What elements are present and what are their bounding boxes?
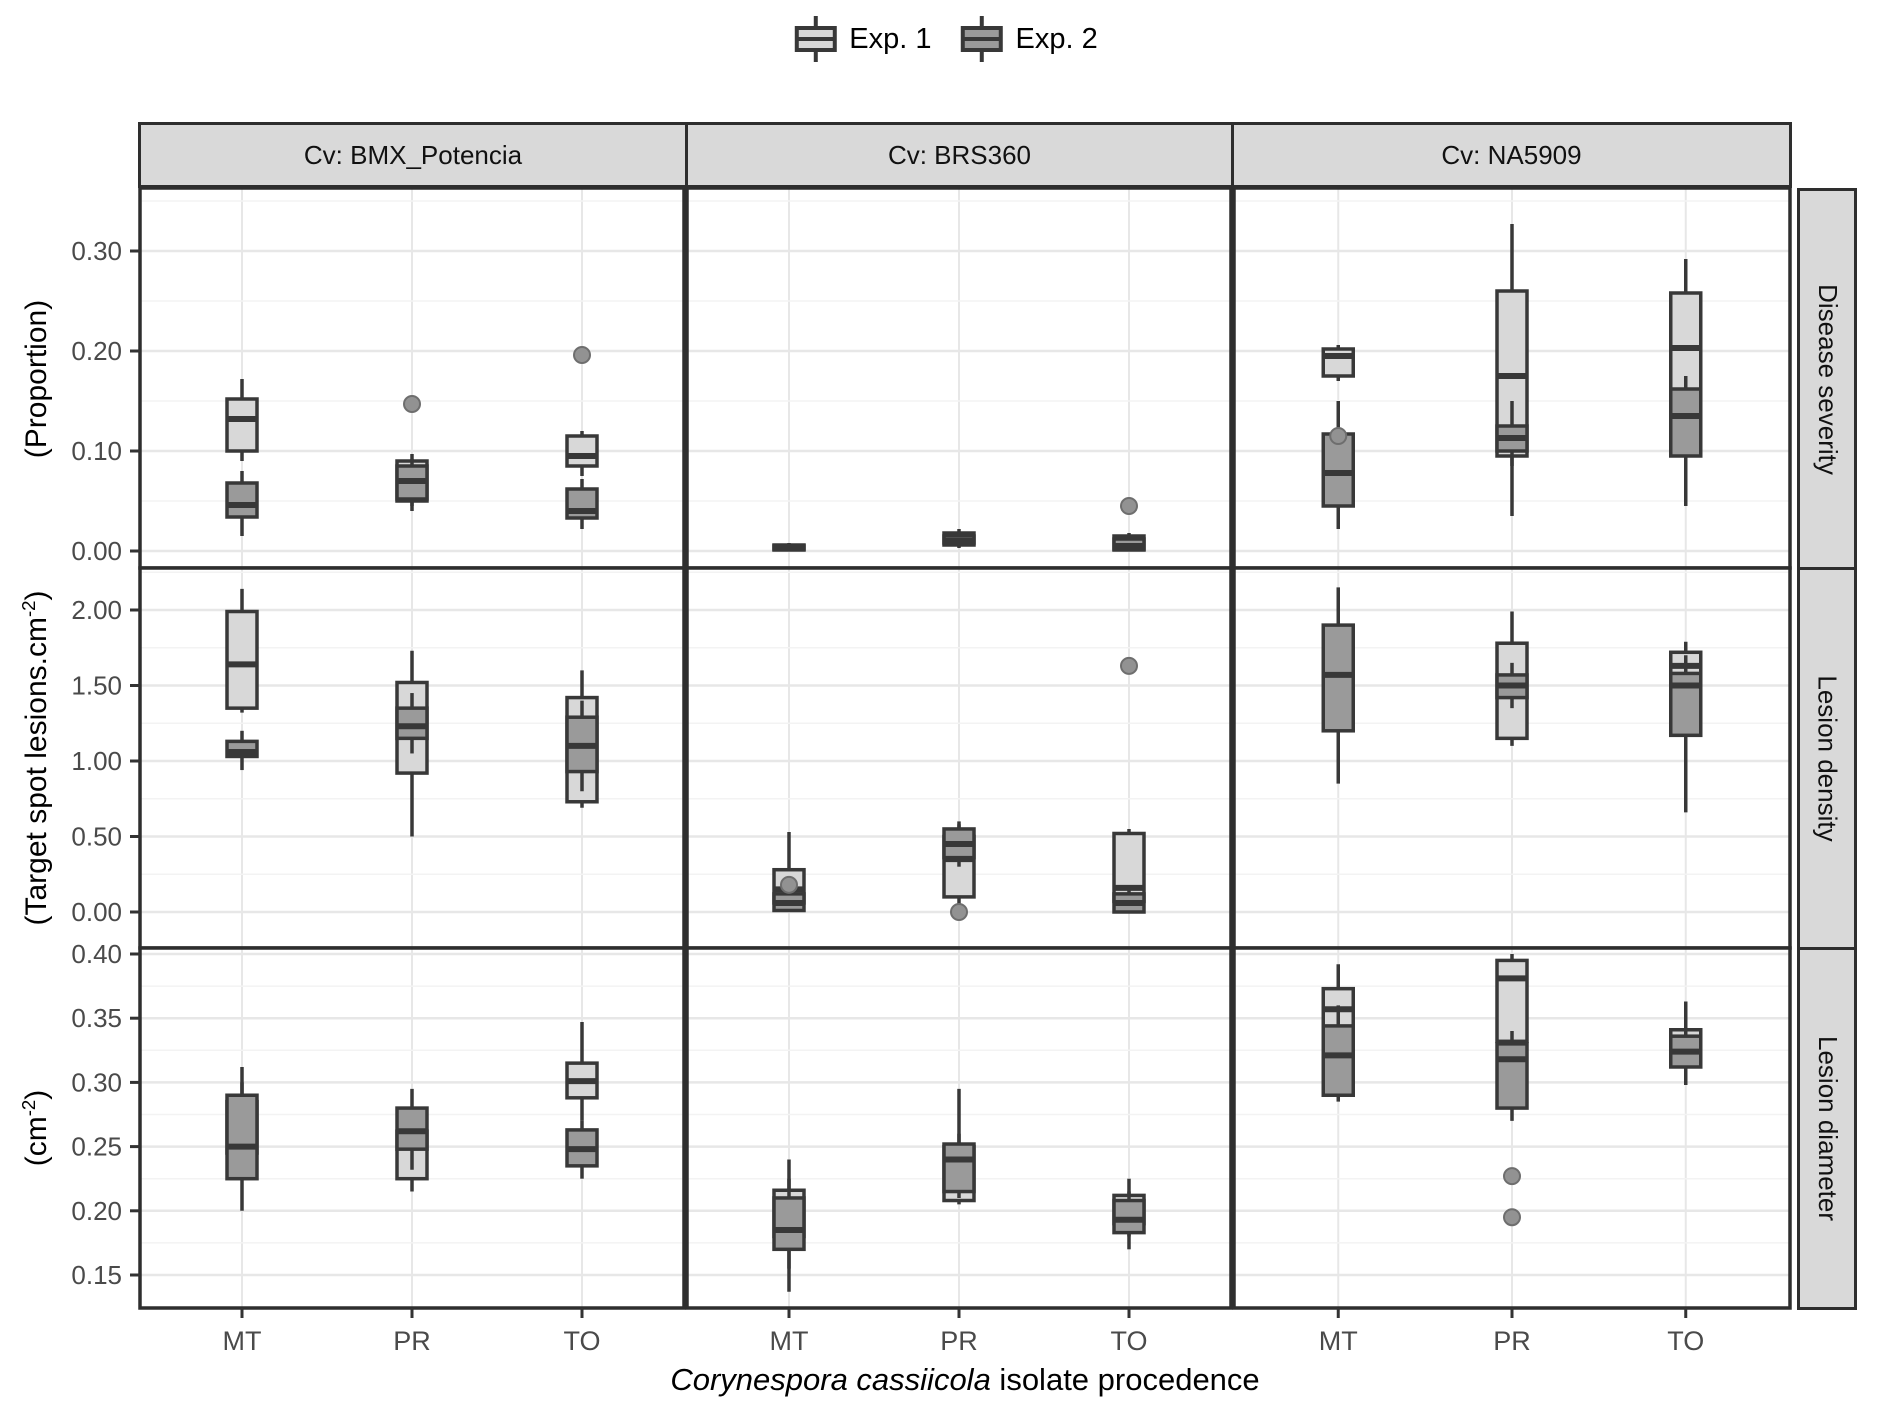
facet-strip-col-label: Cv: BMX_Potencia bbox=[303, 139, 523, 170]
y-tick-label: 0.20 bbox=[71, 336, 122, 366]
boxplot-box-exp2 bbox=[1495, 1042, 1529, 1110]
facet-strip-col-brs360: Cv: BRS360 bbox=[685, 122, 1234, 188]
legend: Exp. 1 Exp. 2 bbox=[791, 14, 1098, 64]
outlier-point bbox=[1503, 1167, 1521, 1186]
y-tick-label: 1.50 bbox=[71, 671, 122, 701]
boxplot-box-exp2 bbox=[225, 481, 259, 519]
x-tick-label: PR bbox=[940, 1326, 978, 1356]
boxplot-box-exp1 bbox=[1495, 958, 1529, 1044]
x-tick-label: TO bbox=[1667, 1326, 1704, 1356]
y-tick-label: 0.40 bbox=[71, 939, 122, 969]
y-tick-label: 0.30 bbox=[71, 1067, 122, 1097]
y-tick-label: 2.00 bbox=[71, 595, 122, 625]
facet-strip-row-lesion-density: Lesion density bbox=[1797, 567, 1857, 950]
y-tick-label: 0.50 bbox=[71, 822, 122, 852]
y-tick-label: 0.00 bbox=[71, 897, 122, 927]
x-tick-label: MT bbox=[1319, 1326, 1358, 1356]
boxplot-box-exp2 bbox=[1112, 1198, 1146, 1235]
boxplot-box-exp2 bbox=[1321, 1024, 1355, 1097]
x-tick-label: PR bbox=[393, 1326, 431, 1356]
boxplot-box-exp2 bbox=[1321, 623, 1355, 733]
y-tick-label: 0.20 bbox=[71, 1196, 122, 1226]
y-tick-label: 0.10 bbox=[71, 436, 122, 466]
outlier-point bbox=[780, 875, 798, 894]
boxplot-box-exp2 bbox=[1669, 387, 1703, 458]
x-tick-label: PR bbox=[1493, 1326, 1531, 1356]
boxplot-box-exp1 bbox=[225, 397, 259, 453]
y-tick-label: 0.25 bbox=[71, 1132, 122, 1162]
boxplot-box-exp2 bbox=[772, 1196, 806, 1252]
x-axis-title-species: Corynespora cassiicola bbox=[670, 1362, 991, 1397]
x-tick-label: TO bbox=[563, 1326, 600, 1356]
legend-label-exp2: Exp. 2 bbox=[1015, 22, 1098, 55]
boxplot-key-exp1-icon bbox=[794, 16, 837, 62]
outlier-point bbox=[1329, 427, 1348, 445]
legend-label-exp1: Exp. 1 bbox=[849, 22, 932, 55]
facet-strip-col-label: Cv: BRS360 bbox=[887, 139, 1032, 170]
legend-item-exp2: Exp. 2 bbox=[958, 14, 1098, 64]
outlier-point bbox=[1120, 497, 1138, 515]
outlier-point bbox=[573, 346, 591, 364]
x-tick-label: TO bbox=[1110, 1326, 1147, 1356]
boxplot-box-exp2 bbox=[225, 1093, 259, 1181]
outlier-point bbox=[403, 395, 421, 413]
legend-item-exp1: Exp. 1 bbox=[791, 14, 932, 64]
y-tick-label: 0.15 bbox=[71, 1260, 122, 1290]
y-tick-label: 0.30 bbox=[71, 236, 122, 266]
outlier-point bbox=[1120, 656, 1138, 675]
y-tick-label: 0.35 bbox=[71, 1003, 122, 1033]
x-axis-title: Corynespora cassiicola isolate procedenc… bbox=[670, 1362, 1259, 1398]
boxplot-box-exp1 bbox=[565, 434, 599, 468]
boxplot-box-exp2 bbox=[942, 1142, 976, 1194]
facet-strip-row-lesion-diameter: Lesion diameter bbox=[1797, 947, 1857, 1310]
facet-strip-col-label: Cv: NA5909 bbox=[1441, 139, 1582, 170]
y-tick-label: 1.00 bbox=[71, 746, 122, 776]
boxplot-key-exp2-icon bbox=[960, 16, 1003, 62]
facet-strip-row-disease-severity: Disease severity bbox=[1797, 188, 1857, 570]
x-axis-title-rest: isolate procedence bbox=[990, 1362, 1260, 1397]
x-tick-label: MT bbox=[770, 1326, 809, 1356]
boxplot-box-exp1 bbox=[225, 609, 259, 710]
boxplot-box-exp2 bbox=[395, 706, 429, 741]
outlier-point bbox=[1503, 1208, 1521, 1227]
outlier-point bbox=[950, 903, 968, 921]
y-tick-label: 0.00 bbox=[71, 536, 122, 566]
x-tick-label: MT bbox=[223, 1326, 262, 1356]
